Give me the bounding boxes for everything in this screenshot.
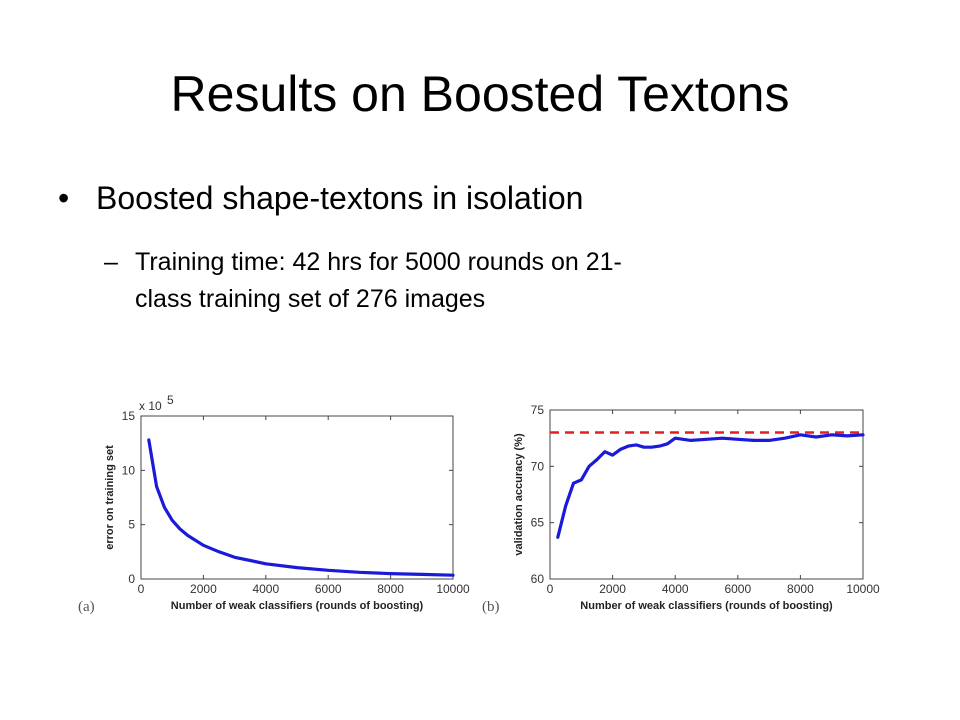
sub-bullet-dash: – bbox=[104, 248, 118, 276]
sub-bullet-line-2: class training set of 276 images bbox=[135, 285, 486, 313]
bullet-item: • Boosted shape-textons in isolation bbox=[58, 178, 583, 218]
training-error-chart: 0 2000 4000 6000 8000 10000 0 5 10 15x 10 5 Number … bbox=[78, 393, 470, 615]
x-axis-label: Number of weak classifiers (rounds of bo… bbox=[171, 600, 424, 612]
plot-frame bbox=[549, 409, 864, 580]
x-tick-label: 0 bbox=[138, 582, 145, 596]
x-tick-label: 6000 bbox=[724, 582, 751, 596]
bullet-text: Boosted shape-textons in isolation bbox=[96, 180, 584, 216]
y-axis-label: validation accuracy (%) bbox=[513, 433, 525, 556]
y-tick-label: 15 bbox=[122, 409, 136, 423]
plot-frame bbox=[140, 415, 454, 580]
validation-accuracy-chart: 0 2000 4000 6000 8000 10000 60 65 70 75 Number of … bbox=[482, 403, 880, 615]
panel-label: (a) bbox=[78, 599, 95, 615]
series-line bbox=[147, 438, 455, 577]
y-axis-label: error on training set bbox=[104, 445, 116, 550]
x-tick-label: 8000 bbox=[787, 582, 814, 596]
y-multiplier-exponent: 5 bbox=[167, 393, 174, 407]
x-tick-label: 10000 bbox=[436, 582, 470, 596]
y-tick-label: 70 bbox=[531, 459, 545, 473]
y-tick-label: 75 bbox=[531, 403, 545, 417]
y-multiplier-label: x 10 bbox=[139, 399, 162, 413]
x-tick-label: 6000 bbox=[315, 582, 342, 596]
x-axis-label: Number of weak classifiers (rounds of bo… bbox=[580, 600, 833, 612]
x-tick-label: 2000 bbox=[599, 582, 626, 596]
slide-title: Results on Boosted Textons bbox=[170, 66, 790, 122]
panel-label: (b) bbox=[482, 599, 500, 615]
x-tick-label: 2000 bbox=[190, 582, 217, 596]
x-tick-label: 4000 bbox=[662, 582, 689, 596]
y-tick-label: 10 bbox=[122, 463, 136, 477]
sub-bullet-line-1: Training time: 42 hrs for 5000 rounds on… bbox=[135, 248, 622, 276]
x-tick-label: 0 bbox=[547, 582, 554, 596]
x-tick-label: 10000 bbox=[846, 582, 880, 596]
sub-bullet: – Training time: 42 hrs for 5000 rounds … bbox=[104, 244, 884, 318]
bullet-dot-icon: • bbox=[58, 180, 70, 216]
y-tick-label: 0 bbox=[128, 572, 135, 586]
y-tick-label: 65 bbox=[531, 516, 545, 530]
x-tick-label: 4000 bbox=[252, 582, 279, 596]
y-tick-label: 5 bbox=[128, 518, 135, 532]
series-line bbox=[556, 433, 865, 539]
x-tick-label: 8000 bbox=[377, 582, 404, 596]
y-tick-label: 60 bbox=[531, 572, 545, 586]
